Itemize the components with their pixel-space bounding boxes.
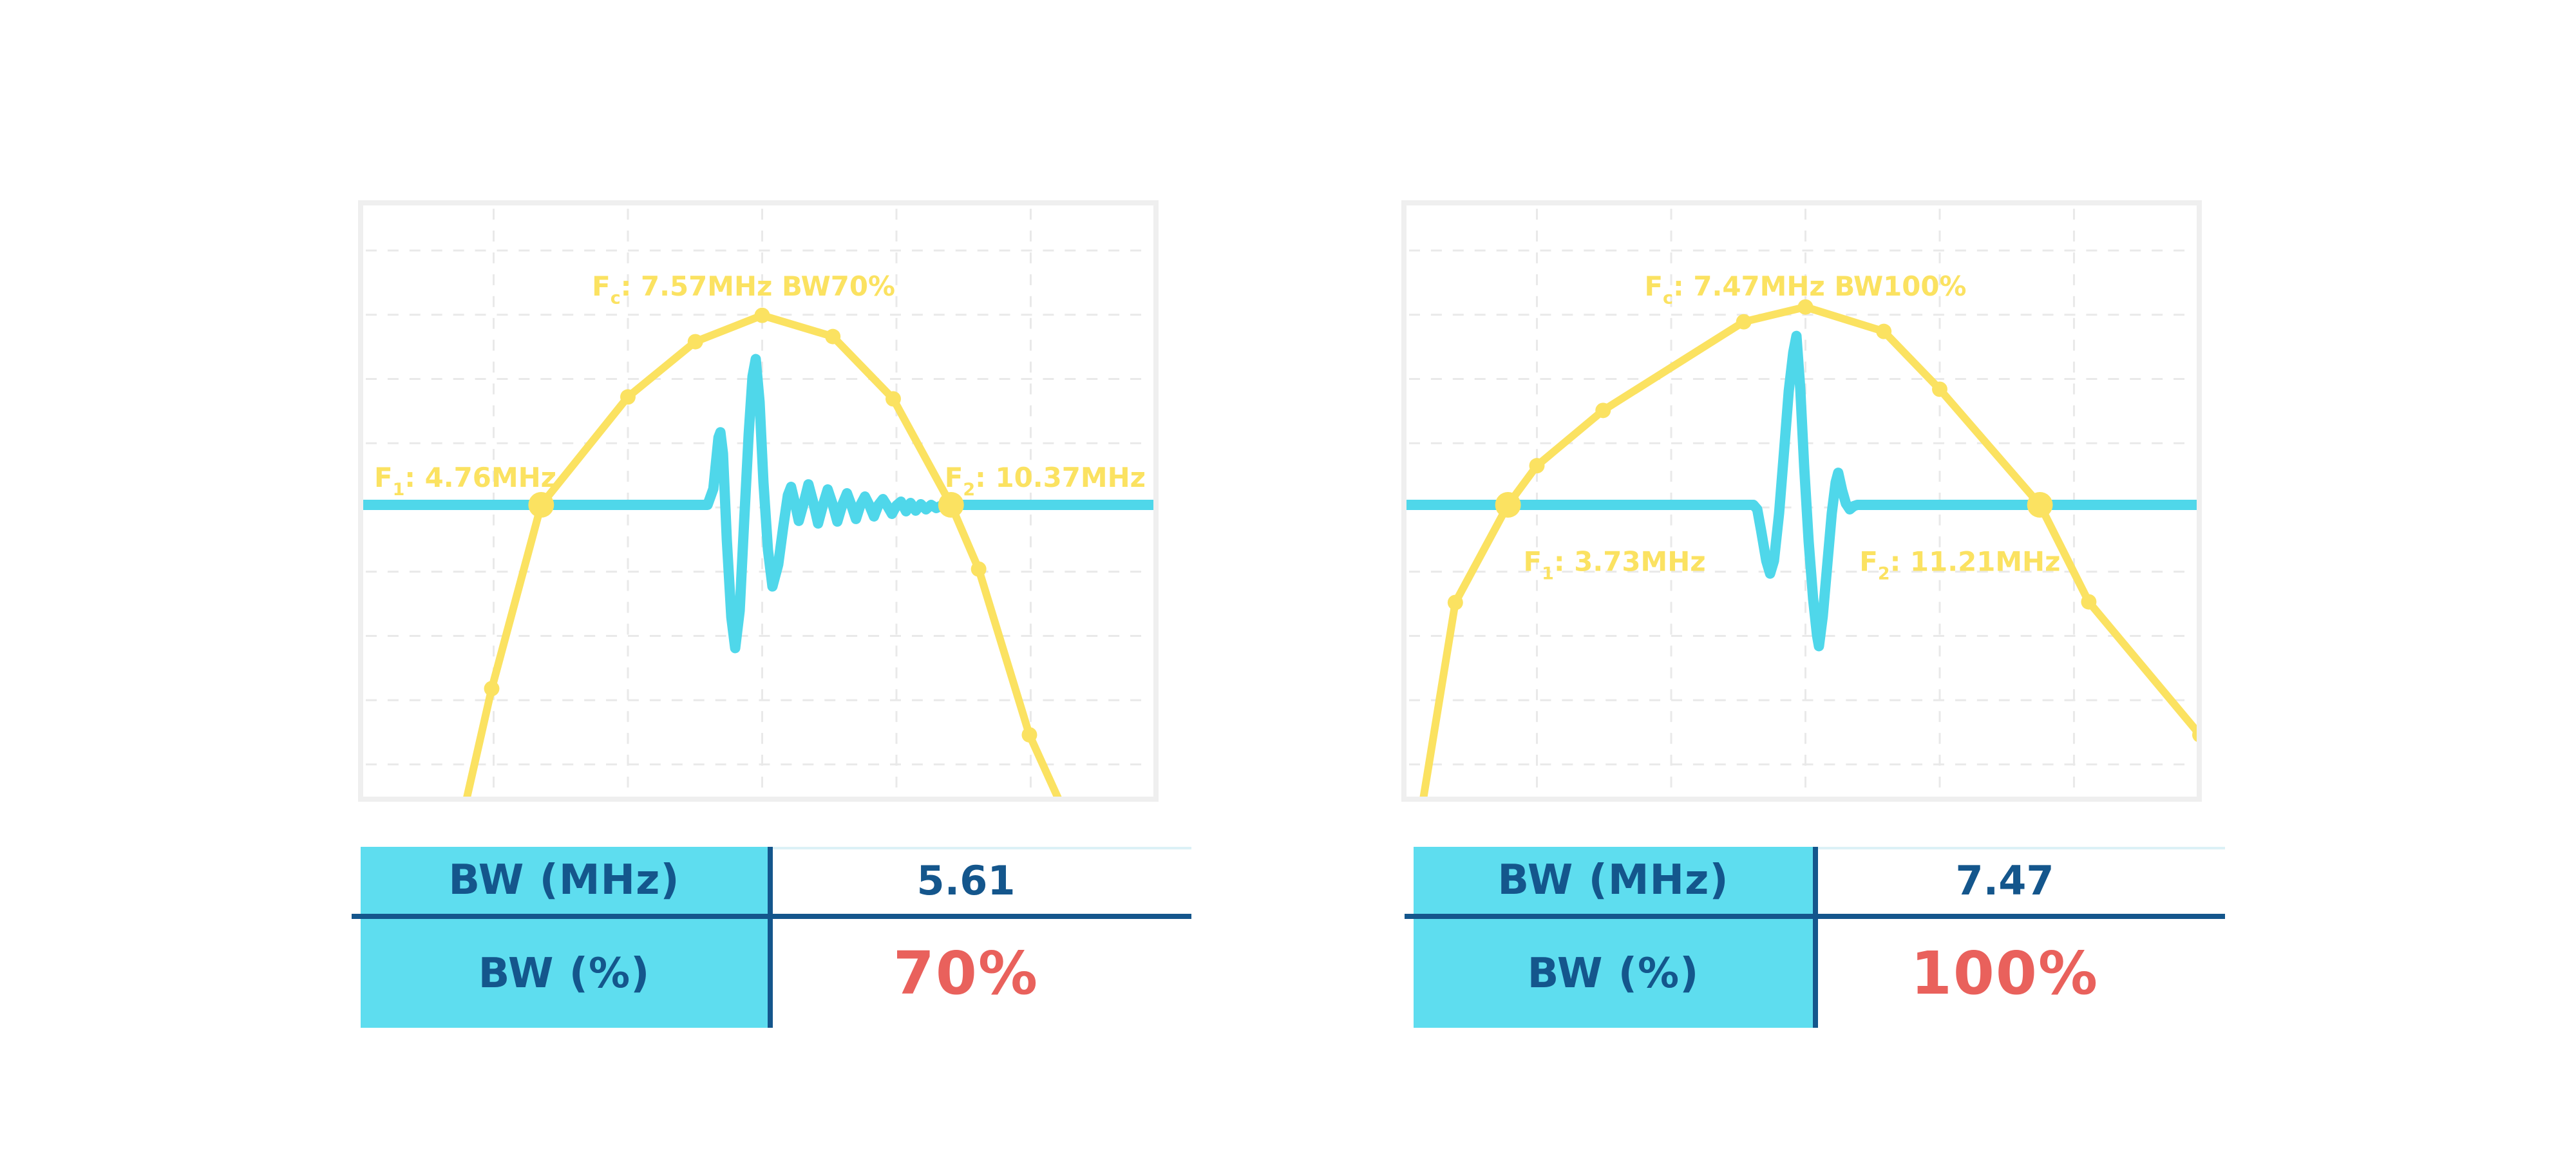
f2-frequency-label: F2: 10.37MHz <box>945 462 1146 500</box>
bw-pct-label: BW (%) <box>478 949 650 998</box>
fc-frequency-label: Fc: 7.57MHz BW70% <box>592 270 895 308</box>
fc-frequency-label: Fc: 7.47MHz BW100% <box>1644 270 1966 308</box>
pulse-waveform <box>1406 330 2197 652</box>
bw-mhz-label: BW (MHz) <box>448 856 680 904</box>
f1-frequency-label: F1: 3.73MHz <box>1524 546 1706 584</box>
table-column-divider <box>1813 847 1818 1028</box>
spectrum-curve <box>463 311 1062 797</box>
table-column-divider <box>768 847 773 1028</box>
chart-panel-bw100: Fc: 7.47MHz BW100% F1: 3.73MHz F2: 11.21MH… <box>1401 200 2202 802</box>
spectrum-chart-bw100: Fc: 7.47MHz BW100% F1: 3.73MHz F2: 11.21MH… <box>1406 209 2197 797</box>
spectrum-point-marker <box>971 561 987 577</box>
f2-frequency-label: F2: 11.21MHz <box>1859 546 2060 584</box>
spectrum-point-marker <box>620 389 636 405</box>
spectrum-point-marker <box>825 328 841 345</box>
spectrum-point-marker <box>1447 594 1463 610</box>
bw-pct-label: BW (%) <box>1527 949 1700 998</box>
bw-summary-table-bw70: BW (MHz) 5.61 BW (%) 70% <box>352 847 1191 1028</box>
spectrum-point-marker <box>484 681 500 697</box>
f1-frequency-label: F1: 4.76MHz <box>374 462 556 500</box>
bandwidth-edge-marker <box>2027 492 2053 518</box>
bw-mhz-label: BW (MHz) <box>1497 856 1729 904</box>
bandwidth-edge-marker <box>528 492 554 518</box>
bandwidth-edge-marker <box>1495 492 1521 518</box>
bw-mhz-value: 7.47 <box>1955 856 2054 904</box>
spectrum-point-marker <box>1021 727 1037 743</box>
spectrum-point-marker <box>1876 323 1892 339</box>
table-label-column-bg <box>361 847 768 1028</box>
spectrum-chart-bw70: Fc: 7.57MHz BW70% F1: 4.76MHz F2: 10.37MHz <box>363 209 1153 797</box>
value-column-top-border <box>1818 847 2225 849</box>
spectrum-point-marker <box>754 307 770 323</box>
spectrum-point-marker <box>1932 381 1947 397</box>
bw-pct-value: 70% <box>893 939 1039 1008</box>
spectrum-point-marker <box>687 334 703 350</box>
spectrum-point-marker <box>1595 402 1611 419</box>
bw-mhz-value: 5.61 <box>916 856 1016 904</box>
bw-summary-table-bw100: BW (MHz) 7.47 BW (%) 100% <box>1405 847 2225 1028</box>
pulse-waveform <box>363 354 1153 654</box>
spectrum-point-marker <box>1797 299 1814 315</box>
spectrum-point-marker <box>2192 728 2197 742</box>
spectrum-point-marker <box>1736 314 1752 330</box>
value-column-top-border <box>773 847 1191 849</box>
spectrum-point-marker <box>886 391 901 407</box>
spectrum-point-marker <box>2081 594 2097 610</box>
spectrum-curve <box>1419 303 2197 797</box>
chart-panel-bw70: Fc: 7.57MHz BW70% F1: 4.76MHz F2: 10.37MHz <box>358 200 1159 802</box>
spectrum-point-marker <box>1529 458 1545 474</box>
table-label-column-bg <box>1414 847 1813 1028</box>
bw-pct-value: 100% <box>1910 939 2099 1008</box>
bandwidth-edge-marker <box>938 492 964 518</box>
